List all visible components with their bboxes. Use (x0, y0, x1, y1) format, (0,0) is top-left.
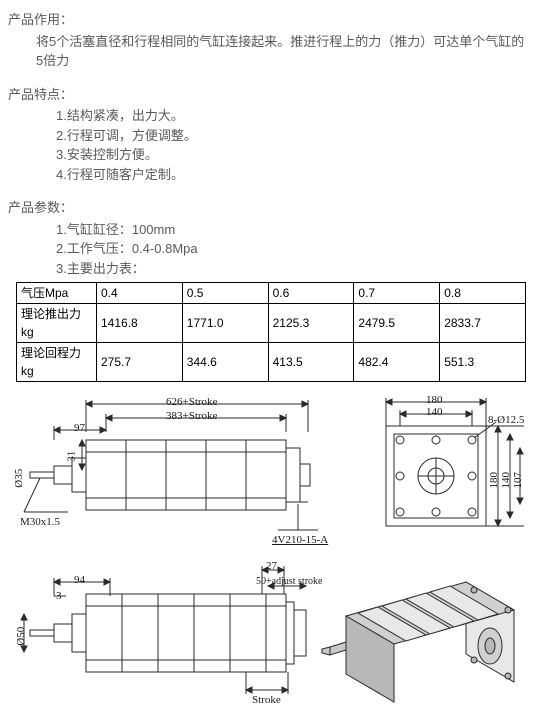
table-cell: 0.5 (182, 283, 268, 304)
dim-label: 107 (510, 472, 527, 489)
table-cell: 344.6 (182, 343, 268, 382)
params-title: 产品参数： (8, 198, 525, 218)
feature-item: 3.安装控制方便。 (8, 145, 525, 165)
table-cell: 气压Mpa (17, 283, 97, 304)
usage-title: 产品作用： (8, 10, 525, 30)
technical-drawings-area: 626+Stroke 383+Stroke 97 31 Ø35 M30x1.5 … (16, 392, 526, 717)
param-item: 2.工作气压：0.4-0.8Mpa (8, 239, 525, 259)
table-cell: 0.7 (354, 283, 440, 304)
output-table: 气压Mpa 0.4 0.5 0.6 0.7 0.8 理论推出力kg 1416.8… (16, 282, 526, 382)
drawing-top-view: 94 3 Ø50 27 50+adjust stroke Stroke (16, 552, 316, 717)
table-cell: 551.3 (440, 343, 526, 382)
table-cell: 413.5 (268, 343, 354, 382)
table-cell: 2125.3 (268, 304, 354, 343)
dim-label: 97 (74, 420, 85, 437)
dim-label: 4V210-15-A (272, 532, 328, 549)
table-cell: 理论推出力kg (17, 304, 97, 343)
dim-label: M30x1.5 (20, 514, 60, 531)
dim-label: 27 (266, 558, 277, 575)
dim-label: Stroke (252, 692, 281, 709)
table-row: 理论回程力kg 275.7 344.6 413.5 482.4 551.3 (17, 343, 526, 382)
drawing-isometric (316, 552, 526, 717)
table-cell: 1416.8 (97, 304, 183, 343)
feature-item: 1.结构紧凑，出力大。 (8, 106, 525, 126)
table-cell: 理论回程力kg (17, 343, 97, 382)
dim-label: 383+Stroke (166, 408, 217, 425)
table-row: 气压Mpa 0.4 0.5 0.6 0.7 0.8 (17, 283, 526, 304)
table-cell: 2833.7 (440, 304, 526, 343)
feature-item: 4.行程可随客户定制。 (8, 165, 525, 185)
usage-text: 将5个活塞直径和行程相同的气缸连接起来。推进行程上的力（推力）可达单个气缸的5倍… (8, 32, 525, 71)
dim-label: Ø50 (13, 627, 30, 646)
table-cell: 0.8 (440, 283, 526, 304)
dim-label: Ø35 (11, 469, 28, 488)
drawing-end-view: 180 140 8-Ø12.5 180 140 107 (356, 392, 526, 552)
features-title: 产品特点： (8, 85, 525, 105)
dim-label: 3 (56, 588, 62, 605)
dim-label: 31 (63, 451, 80, 462)
table-cell: 482.4 (354, 343, 440, 382)
table-row: 理论推出力kg 1416.8 1771.0 2125.3 2479.5 2833… (17, 304, 526, 343)
feature-item: 2.行程可调，方便调整。 (8, 126, 525, 146)
drawing-side-elevation: 626+Stroke 383+Stroke 97 31 Ø35 M30x1.5 … (16, 392, 356, 552)
dim-label: 94 (74, 572, 85, 589)
table-cell: 0.4 (97, 283, 183, 304)
dim-label: 50+adjust stroke (256, 574, 322, 589)
param-item: 3.主要出力表： (8, 259, 525, 279)
dim-label: 8-Ø12.5 (488, 412, 524, 429)
table-cell: 0.6 (268, 283, 354, 304)
table-cell: 1771.0 (182, 304, 268, 343)
dim-label: 140 (426, 404, 443, 421)
param-item: 1.气缸缸径：100mm (8, 220, 525, 240)
table-cell: 275.7 (97, 343, 183, 382)
table-cell: 2479.5 (354, 304, 440, 343)
